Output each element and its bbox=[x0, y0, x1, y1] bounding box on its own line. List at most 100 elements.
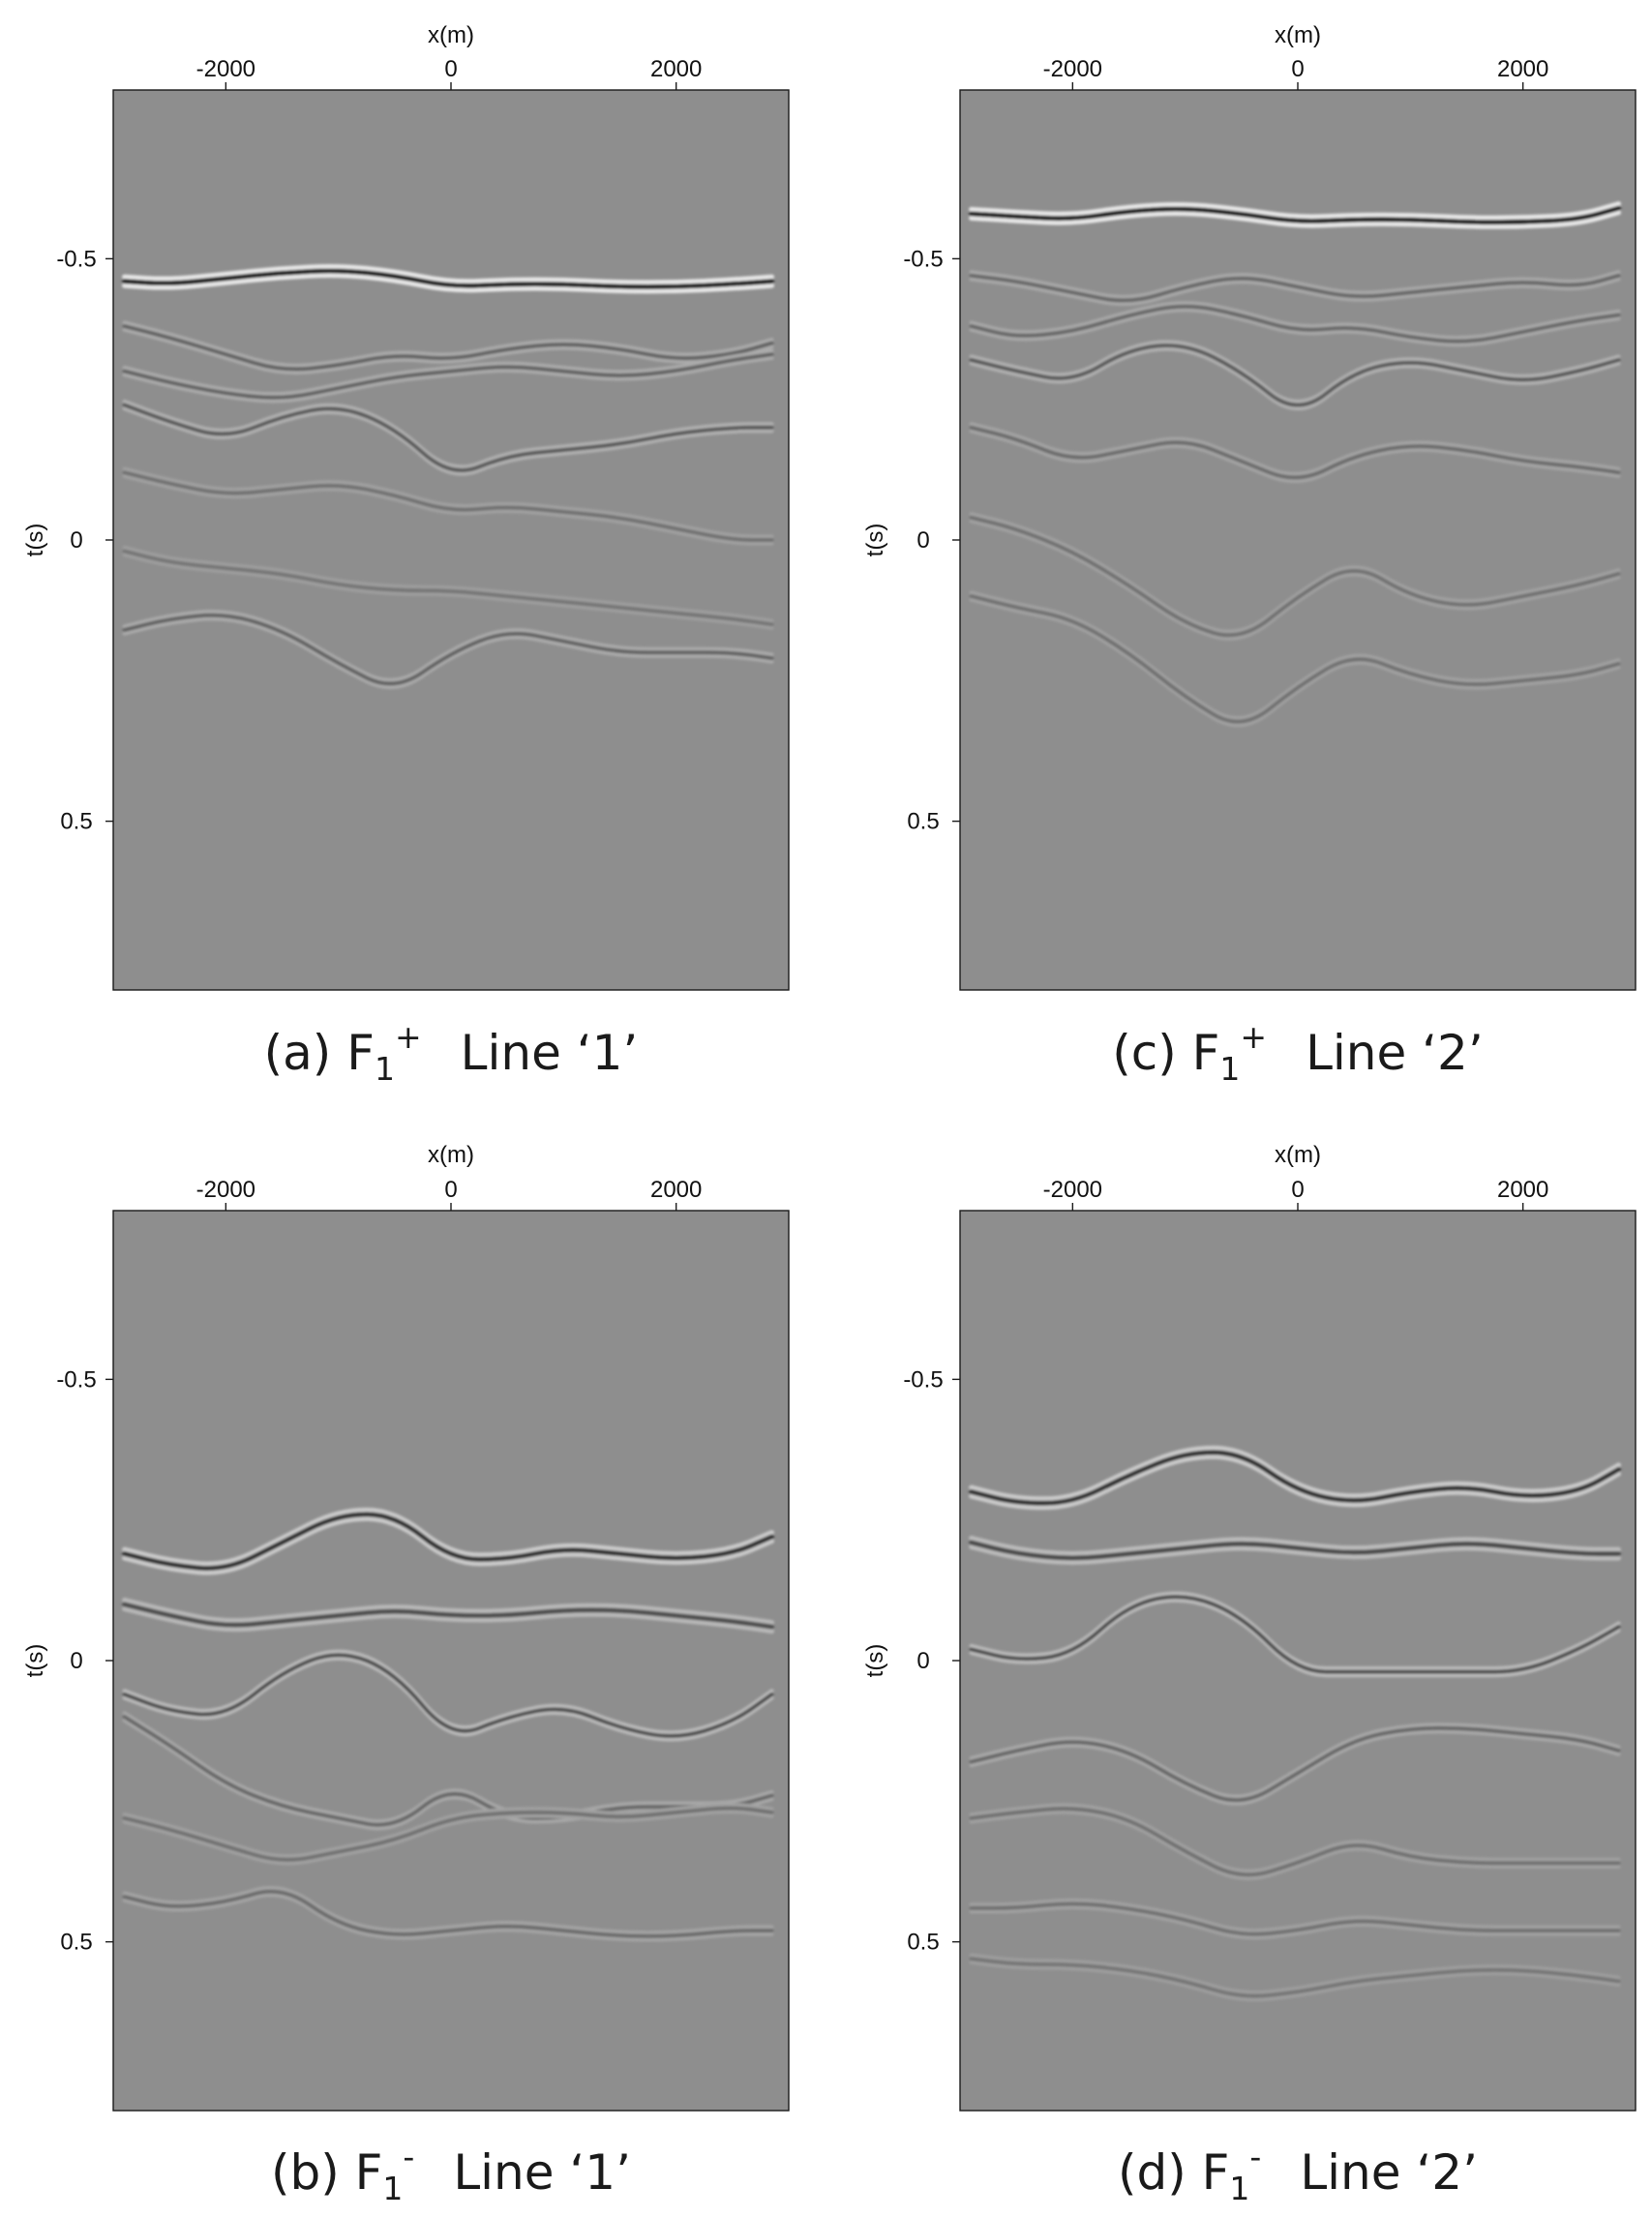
panel-d-event-r6-lobe-upper bbox=[969, 1898, 1621, 1933]
panel-d-event-r4-lobe-upper bbox=[969, 1723, 1621, 1799]
panel-a-event-r1 bbox=[122, 324, 774, 372]
panel-b-event-r5-lobe-upper bbox=[122, 1802, 774, 1859]
panel-c: -2000 0 2000 -0.5 0 0.5 x(m) t(s) (c) F1+ Line… bbox=[862, 22, 1637, 1088]
panel-d-event-r2 bbox=[969, 1540, 1622, 1561]
panel-a-event-r6-lobe-lower bbox=[122, 616, 774, 690]
panel-d-event-r7-lobe-lower bbox=[969, 1960, 1621, 2002]
panel-d-event-r5-lobe-lower bbox=[969, 1810, 1621, 1880]
panel-a-event-r2-lobe-lower bbox=[122, 355, 774, 404]
panel-c-event-r1 bbox=[969, 273, 1621, 303]
panel-b-ylabel: t(s) bbox=[22, 1644, 48, 1678]
panel-d-xtick-label: 2000 bbox=[1497, 1177, 1548, 1203]
panel-d-event-r1-lobe-upper bbox=[969, 1445, 1622, 1502]
panel-c-event-direct-lobe-upper bbox=[969, 201, 1622, 221]
panel-b-caption-line: Line ‘1’ bbox=[453, 2144, 631, 2201]
panel-d-event-r5-lobe-upper bbox=[969, 1803, 1621, 1873]
panel-a-ylabel: t(s) bbox=[22, 524, 48, 557]
panel-a-xtick-label: 2000 bbox=[650, 56, 702, 82]
panel-a-event-r2 bbox=[122, 352, 774, 400]
panel-d-event-r4-lobe-lower bbox=[969, 1729, 1621, 1806]
panel-d-event-r1 bbox=[969, 1450, 1622, 1506]
panel-b-xtick-label: -2000 bbox=[196, 1177, 255, 1203]
panel-a-event-direct-lobe-upper bbox=[122, 263, 775, 285]
panel-a-event-r3-lobe-upper bbox=[122, 399, 774, 469]
panel-a-ytick-label: 0 bbox=[70, 527, 82, 554]
panel-b-event-r3-lobe-lower bbox=[122, 1656, 774, 1742]
panel-a-caption-line: Line ‘1’ bbox=[461, 1025, 639, 1081]
panel-a-caption: (a) F1+ Line ‘1’ bbox=[264, 1018, 639, 1088]
panel-d-event-r3-lobe-upper bbox=[969, 1591, 1621, 1671]
panel-a-event-r5-lobe-lower bbox=[122, 553, 774, 630]
panel-b-event-r6-lobe-upper bbox=[122, 1886, 774, 1935]
panel-a-xtick-label: 0 bbox=[444, 56, 457, 82]
panel-a: -2000 0 2000 -0.5 0 0.5 x(m) t(s) (a) F1+ Line… bbox=[22, 22, 790, 1088]
panel-c-event-r2-lobe-upper bbox=[969, 301, 1621, 341]
panel-b-event-r3-lobe-upper bbox=[122, 1649, 774, 1735]
panel-d-event-r7 bbox=[969, 1957, 1621, 1998]
panel-c-caption-sup: + bbox=[1240, 1018, 1267, 1056]
panel-a-event-r1-lobe-lower bbox=[122, 327, 774, 375]
panel-c-event-r2 bbox=[969, 304, 1621, 344]
panel-c-caption-sub: 1 bbox=[1219, 1050, 1240, 1088]
panel-d-event-r2-lobe-lower bbox=[969, 1544, 1622, 1565]
panel-d-xtick-label: -2000 bbox=[1043, 1177, 1102, 1203]
panel-c-event-r1-lobe-upper bbox=[969, 270, 1621, 299]
panel-a-caption-sup: + bbox=[395, 1018, 422, 1056]
panel-a-xtick-label: -2000 bbox=[196, 56, 255, 82]
panel-b-event-r4-lobe-upper bbox=[122, 1711, 774, 1824]
panel-c-event-r3-lobe-lower bbox=[969, 346, 1621, 410]
panel-a-caption-prefix: (a) F bbox=[264, 1025, 375, 1081]
panel-a-event-r1-lobe-upper bbox=[122, 320, 774, 368]
panel-c-xtick-label: 2000 bbox=[1497, 56, 1548, 82]
panel-d-xtick-label: 0 bbox=[1291, 1177, 1304, 1203]
panel-a-ytick-label: 0.5 bbox=[60, 809, 92, 835]
panel-b-event-r6 bbox=[122, 1889, 774, 1938]
panel-b-event-r2-lobe-upper bbox=[122, 1597, 775, 1626]
panel-b-event-r6-lobe-lower bbox=[122, 1893, 774, 1942]
panel-a-event-r3 bbox=[122, 403, 774, 472]
panel-a-event-r4-lobe-lower bbox=[122, 473, 774, 546]
panel-c-axes: -2000 0 2000 -0.5 0 0.5 bbox=[903, 56, 1548, 835]
panel-b-caption: (b) F1- Line ‘1’ bbox=[271, 2138, 631, 2207]
panel-a-event-r2-lobe-upper bbox=[122, 348, 774, 397]
panel-b-event-r2 bbox=[122, 1602, 775, 1630]
panel-a-event-r6 bbox=[122, 613, 774, 686]
panel-c-xlabel: x(m) bbox=[1275, 22, 1321, 48]
panel-a-xlabel: x(m) bbox=[428, 22, 474, 48]
panel-a-event-direct-lobe-lower bbox=[122, 272, 775, 294]
panel-c-event-r3 bbox=[969, 344, 1621, 407]
panel-c-event-r3-lobe-upper bbox=[969, 340, 1621, 404]
panel-d-caption-line: Line ‘2’ bbox=[1300, 2144, 1478, 2201]
panel-b-event-r1-lobe-lower bbox=[122, 1515, 775, 1575]
panel-b-ytick-label: -0.5 bbox=[56, 1366, 96, 1393]
panel-c-event-r5-lobe-upper bbox=[969, 512, 1621, 634]
panel-d-ylabel: t(s) bbox=[862, 1644, 888, 1678]
panel-b-event-r2-lobe-lower bbox=[122, 1605, 775, 1634]
panel-c-caption-line: Line ‘2’ bbox=[1306, 1025, 1484, 1081]
panel-a-event-r4-lobe-upper bbox=[122, 466, 774, 539]
panel-d-caption-sub: 1 bbox=[1229, 2170, 1249, 2207]
panel-b-axes: -2000 0 2000 -0.5 0 0.5 bbox=[56, 1177, 702, 1956]
panel-c-ytick-label: 0 bbox=[916, 527, 929, 554]
panel-d-events bbox=[969, 1445, 1622, 2002]
panel-d-xlabel: x(m) bbox=[1275, 1142, 1321, 1168]
panel-d-caption: (d) F1- Line ‘2’ bbox=[1118, 2138, 1478, 2207]
panel-b-event-r3 bbox=[122, 1653, 774, 1738]
panel-b-xtick-label: 2000 bbox=[650, 1177, 702, 1203]
panel-c-event-direct bbox=[969, 205, 1622, 225]
panel-d-event-r3-lobe-lower bbox=[969, 1598, 1621, 1678]
panel-a-axes: -2000 0 2000 -0.5 0 0.5 bbox=[56, 56, 702, 835]
panel-d-event-r5 bbox=[969, 1807, 1621, 1877]
panel-a-caption-sub: 1 bbox=[375, 1050, 395, 1088]
panel-d-ytick-label: 0.5 bbox=[907, 1930, 939, 1956]
panel-a-event-r5 bbox=[122, 549, 774, 627]
panel-c-event-r6-lobe-lower bbox=[969, 597, 1621, 728]
panel-c-event-r5-lobe-lower bbox=[969, 519, 1621, 641]
panel-c-xtick-label: -2000 bbox=[1043, 56, 1102, 82]
panel-d-event-r6 bbox=[969, 1902, 1621, 1936]
panel-b-event-r1-lobe-upper bbox=[122, 1507, 775, 1567]
panel-a-event-direct bbox=[122, 268, 775, 289]
panel-b-events bbox=[122, 1507, 775, 1942]
panel-b-caption-sub: 1 bbox=[382, 2170, 403, 2207]
panel-c-event-r2-lobe-lower bbox=[969, 308, 1621, 347]
